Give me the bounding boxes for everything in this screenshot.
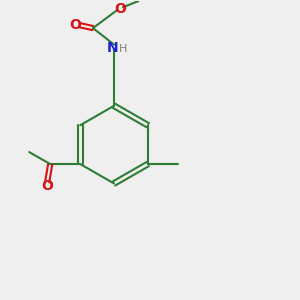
Text: N: N: [107, 40, 118, 55]
Text: O: O: [114, 2, 126, 16]
Text: H: H: [119, 44, 127, 54]
Text: O: O: [69, 18, 81, 32]
Text: O: O: [41, 179, 53, 194]
